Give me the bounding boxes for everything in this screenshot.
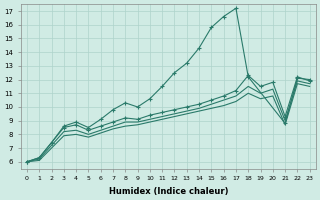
X-axis label: Humidex (Indice chaleur): Humidex (Indice chaleur) — [108, 187, 228, 196]
